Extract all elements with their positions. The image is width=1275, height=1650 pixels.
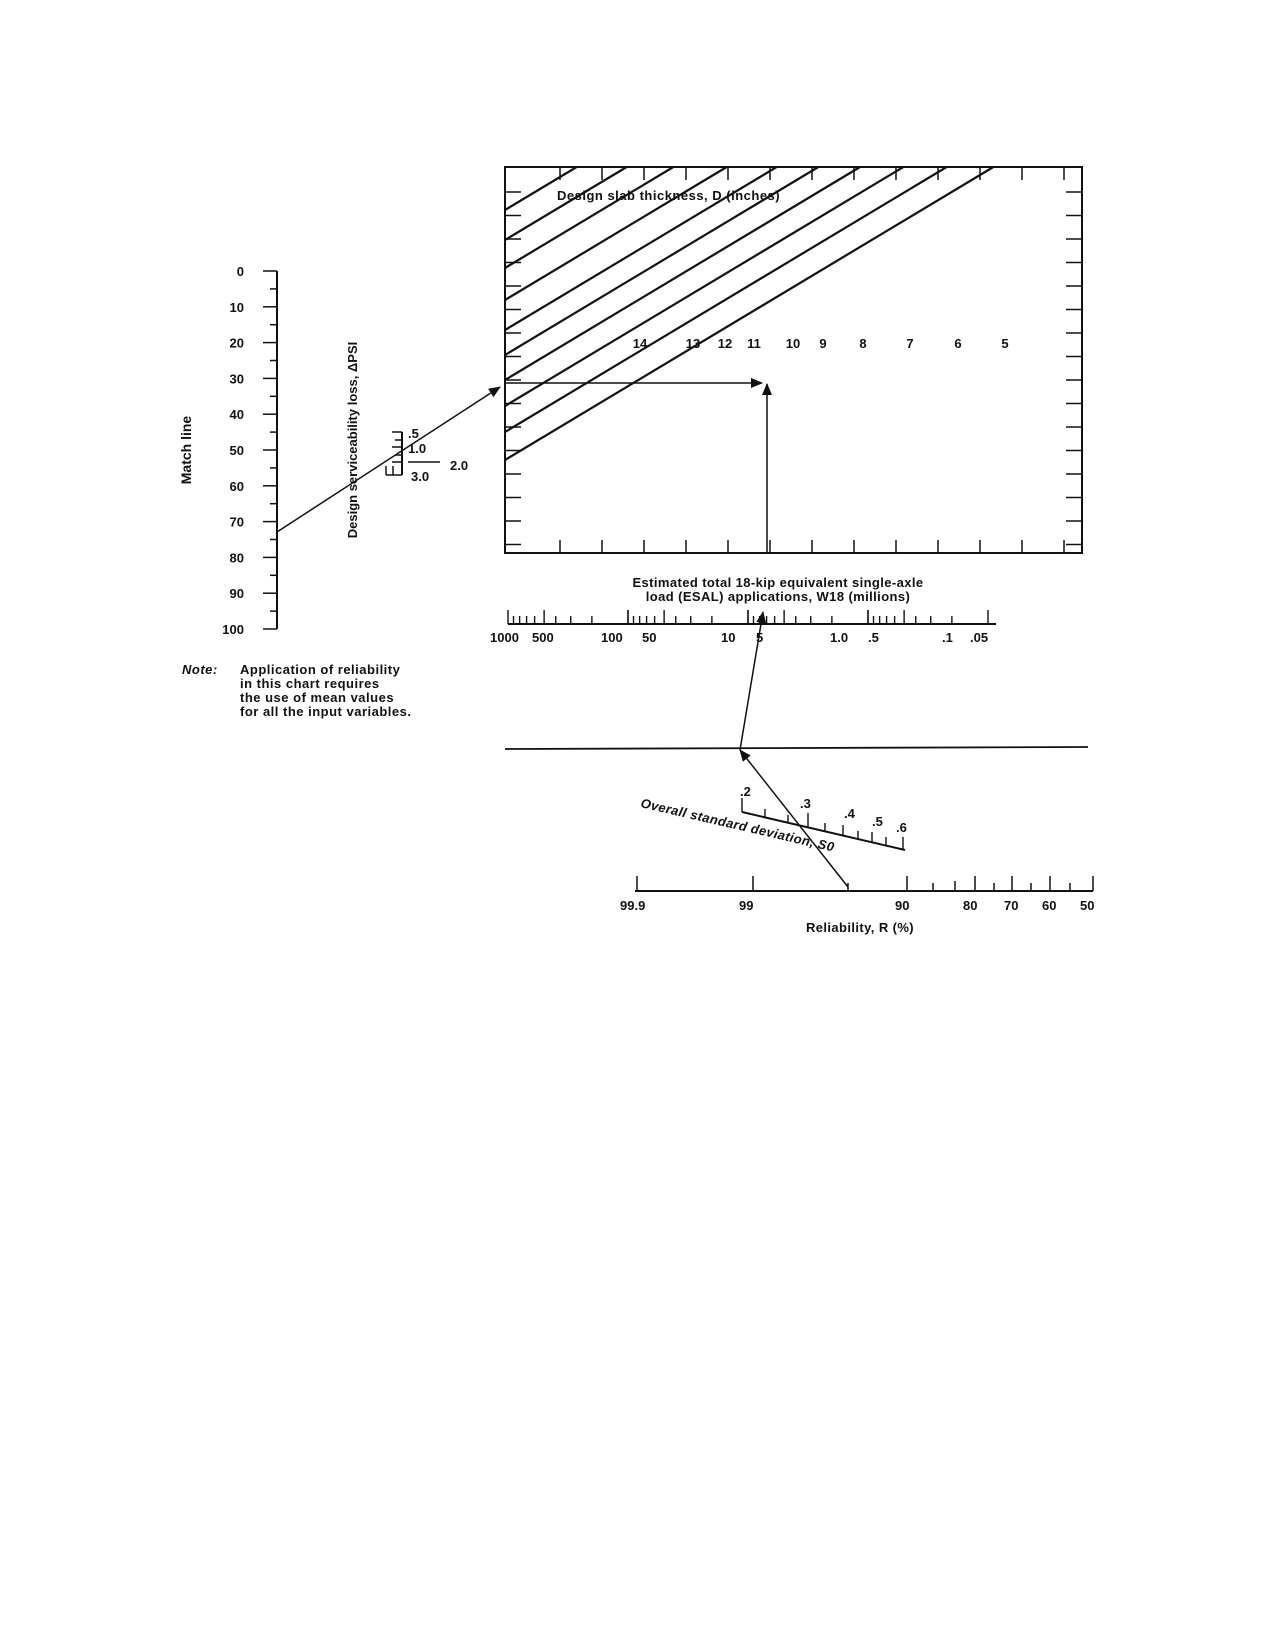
thickness-label-11: 11 — [747, 336, 761, 351]
reliability-label: Reliability, R (%) — [806, 920, 914, 935]
chart-frame — [504, 166, 1083, 554]
esal-tick-2: 100 — [601, 630, 623, 645]
esal-label-line1: Estimated total 18-kip equivalent single… — [632, 575, 923, 590]
rel-tick-2: 90 — [895, 898, 909, 913]
match-line-tick-label-40: 40 — [230, 407, 244, 422]
sd-tick-4: .6 — [896, 820, 907, 835]
thickness-line-9 — [504, 166, 778, 331]
sd-tick-3: .5 — [872, 814, 883, 829]
thickness-line-14 — [504, 166, 994, 461]
path-reliability-to-pivot — [739, 749, 849, 888]
dpsi-tick-1: 1.0 — [408, 441, 426, 456]
esal-tick-7: .5 — [868, 630, 879, 645]
rel-tick-4: 70 — [1004, 898, 1018, 913]
thickness-line-7 — [504, 166, 674, 269]
match-line-tick-label-100: 100 — [222, 622, 244, 637]
std-dev-scale: .2 .3 .4 .5 .6 Overall standard deviatio… — [639, 784, 907, 855]
thickness-label-10: 10 — [786, 336, 800, 351]
rel-tick-3: 80 — [963, 898, 977, 913]
esal-tick-6: 1.0 — [830, 630, 848, 645]
thickness-line-10 — [504, 166, 819, 356]
rel-tick-1: 99 — [739, 898, 753, 913]
dpsi-tick-3: 3.0 — [411, 469, 429, 484]
match-line-tick-label-20: 20 — [230, 336, 244, 351]
match-line-tick-label-10: 10 — [230, 300, 244, 315]
esal-tick-0: 1000 — [490, 630, 519, 645]
thickness-line-13 — [504, 166, 948, 433]
esal-tick-8: .1 — [942, 630, 953, 645]
esal-scale: Estimated total 18-kip equivalent single… — [490, 575, 996, 645]
match-line-tick-label-80: 80 — [230, 550, 244, 565]
esal-tick-4: 10 — [721, 630, 735, 645]
thickness-label-6: 6 — [954, 336, 961, 351]
note-lead: Note: — [182, 662, 218, 677]
thickness-label-5: 5 — [1001, 336, 1008, 351]
thickness-label-14: 14 — [633, 336, 648, 351]
rel-tick-5: 60 — [1042, 898, 1056, 913]
match-line-tick-label-90: 90 — [230, 586, 244, 601]
match-line-scale: 0 10 20 30 40 50 60 70 80 90 100 Match line — [178, 264, 278, 637]
frame-ticks — [505, 167, 1082, 553]
esal-tick-9: .05 — [970, 630, 988, 645]
dpsi-tick-0: .5 — [408, 426, 419, 441]
thickness-line-6 — [504, 166, 628, 241]
thickness-line-12 — [504, 166, 904, 407]
dpsi-tick-2: 2.0 — [450, 458, 468, 473]
thickness-lines — [504, 166, 994, 461]
esal-tick-3: 50 — [642, 630, 656, 645]
thickness-label-7: 7 — [906, 336, 913, 351]
thickness-line-11 — [504, 166, 861, 381]
match-line-tick-label-50: 50 — [230, 443, 244, 458]
match-line-tick-label-30: 30 — [230, 371, 244, 386]
esal-label-line2: load (ESAL) applications, W18 (millions) — [646, 589, 910, 604]
serviceability-label: Design serviceability loss, ΔPSI — [345, 342, 360, 539]
match-line-label: Match line — [178, 416, 194, 485]
match-line-tick-label-60: 60 — [230, 479, 244, 494]
esal-tick-1: 500 — [532, 630, 554, 645]
serviceability-scale: .5 1.0 2.0 3.0 Design serviceability los… — [345, 342, 468, 539]
sd-tick-0: .2 — [740, 784, 751, 799]
rel-tick-6: 50 — [1080, 898, 1094, 913]
reliability-scale: 99.9 99 90 80 70 60 50 Reliability, R (%… — [620, 876, 1094, 935]
chart-title: Design slab thickness, D (inches) — [557, 188, 780, 203]
match-line-tick-label-70: 70 — [230, 515, 244, 530]
thickness-label-13: 13 — [686, 336, 700, 351]
path-pivot-to-esal — [739, 611, 767, 751]
note-body: Application of reliability in this chart… — [240, 662, 412, 719]
thickness-label-12: 12 — [718, 336, 732, 351]
thickness-label-8: 8 — [859, 336, 866, 351]
thickness-label-9: 9 — [819, 336, 826, 351]
thickness-line-8 — [504, 166, 728, 301]
pivot-line — [504, 746, 1089, 750]
sd-tick-1: .3 — [800, 796, 811, 811]
path-match-to-chart — [276, 386, 501, 533]
sd-tick-2: .4 — [844, 806, 856, 821]
thickness-line-5 — [504, 166, 578, 211]
match-line-tick-label-0: 0 — [237, 264, 244, 279]
example-path — [276, 378, 849, 888]
thickness-labels: 14 13 12 11 10 9 8 7 6 5 — [633, 336, 1009, 351]
rel-tick-0: 99.9 — [620, 898, 645, 913]
esal-tick-5: 5 — [756, 630, 763, 645]
